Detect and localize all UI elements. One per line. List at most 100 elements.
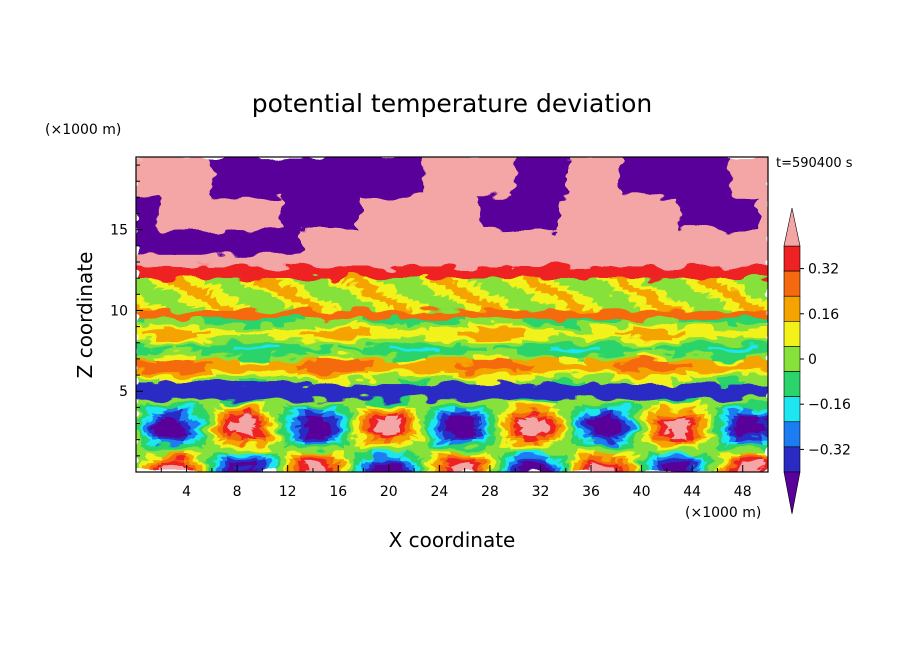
field-cell xyxy=(211,455,216,461)
field-cell xyxy=(138,423,143,428)
field-cell xyxy=(138,241,143,247)
field-cell xyxy=(322,435,326,441)
field-cell xyxy=(293,164,298,170)
field-cell xyxy=(167,188,172,194)
field-cell xyxy=(299,386,304,392)
field-cell xyxy=(233,184,238,190)
field-cell xyxy=(220,297,225,303)
field-cell xyxy=(258,293,263,299)
field-cell xyxy=(303,326,308,332)
field-cell xyxy=(303,435,308,441)
field-cell xyxy=(243,406,247,412)
field-cell xyxy=(309,394,314,400)
field-cell xyxy=(249,415,254,420)
field-cell xyxy=(224,394,229,400)
field-cell xyxy=(141,281,146,287)
field-cell xyxy=(309,277,314,283)
field-cell xyxy=(239,196,244,202)
field-cell xyxy=(265,301,270,307)
field-cell xyxy=(312,431,317,437)
field-cell xyxy=(183,411,187,416)
field-cell xyxy=(274,229,279,235)
field-cell xyxy=(274,261,279,267)
field-cell xyxy=(145,180,150,186)
field-cell xyxy=(280,459,285,465)
field-cell xyxy=(306,322,311,328)
field-cell xyxy=(214,297,219,303)
field-cell xyxy=(299,229,304,235)
field-cell xyxy=(255,289,260,295)
field-cell xyxy=(274,221,279,227)
field-cell xyxy=(195,229,200,235)
field-cell xyxy=(246,233,251,239)
field-cell xyxy=(217,443,222,449)
field-cell xyxy=(246,180,251,186)
field-cell xyxy=(277,455,282,461)
field-cell xyxy=(227,269,232,275)
field-cell xyxy=(252,289,257,295)
field-cell xyxy=(208,411,213,416)
field-cell xyxy=(173,334,178,340)
field-cell xyxy=(315,447,320,453)
field-cell xyxy=(154,209,159,214)
field-cell xyxy=(236,201,241,206)
field-cell xyxy=(268,374,273,380)
field-cell xyxy=(141,273,146,279)
field-cell xyxy=(296,265,301,271)
field-cell xyxy=(328,354,333,360)
field-cell xyxy=(160,370,165,376)
field-cell xyxy=(208,265,213,271)
field-cell xyxy=(318,330,323,336)
field-cell xyxy=(274,390,279,396)
field-cell xyxy=(160,402,165,408)
field-cell xyxy=(334,281,339,287)
field-cell xyxy=(268,213,273,218)
field-cell xyxy=(233,338,238,344)
field-cell xyxy=(173,245,178,251)
field-cell xyxy=(303,172,308,178)
field-cell xyxy=(258,330,263,336)
field-cell xyxy=(318,225,323,231)
field-cell xyxy=(255,281,260,287)
field-cell xyxy=(195,269,200,275)
field-cell xyxy=(268,390,273,396)
field-cell xyxy=(337,459,342,465)
field-cell xyxy=(141,184,146,190)
field-cell xyxy=(271,370,276,376)
field-cell xyxy=(186,394,191,400)
field-cell xyxy=(179,447,184,453)
field-cell xyxy=(227,217,232,223)
field-cell xyxy=(183,253,187,259)
field-cell xyxy=(233,176,238,182)
field-cell xyxy=(249,411,254,416)
field-cell xyxy=(258,459,263,465)
field-cell xyxy=(284,306,289,311)
field-cell xyxy=(255,346,260,352)
field-cell xyxy=(290,314,295,319)
field-cell xyxy=(201,265,206,271)
field-cell xyxy=(154,225,159,231)
field-cell xyxy=(233,217,238,223)
field-cell xyxy=(233,196,238,202)
field-cell xyxy=(179,157,184,162)
field-cell xyxy=(170,406,175,412)
field-cell xyxy=(309,362,314,368)
field-cell xyxy=(170,293,175,299)
field-cell xyxy=(170,157,175,162)
field-cell xyxy=(224,160,229,166)
field-cell xyxy=(243,334,247,340)
field-cell xyxy=(220,406,225,412)
field-cell xyxy=(303,451,308,457)
field-cell xyxy=(173,374,178,380)
field-cell xyxy=(243,192,247,198)
field-cell xyxy=(189,467,194,472)
field-cell xyxy=(205,427,210,433)
field-cell xyxy=(176,241,181,247)
field-cell xyxy=(220,269,225,275)
field-cell xyxy=(331,439,336,445)
field-cell xyxy=(252,455,257,461)
field-cell xyxy=(325,196,330,202)
field-cell xyxy=(265,463,270,469)
field-cell xyxy=(192,459,197,465)
field-cell xyxy=(246,467,251,472)
